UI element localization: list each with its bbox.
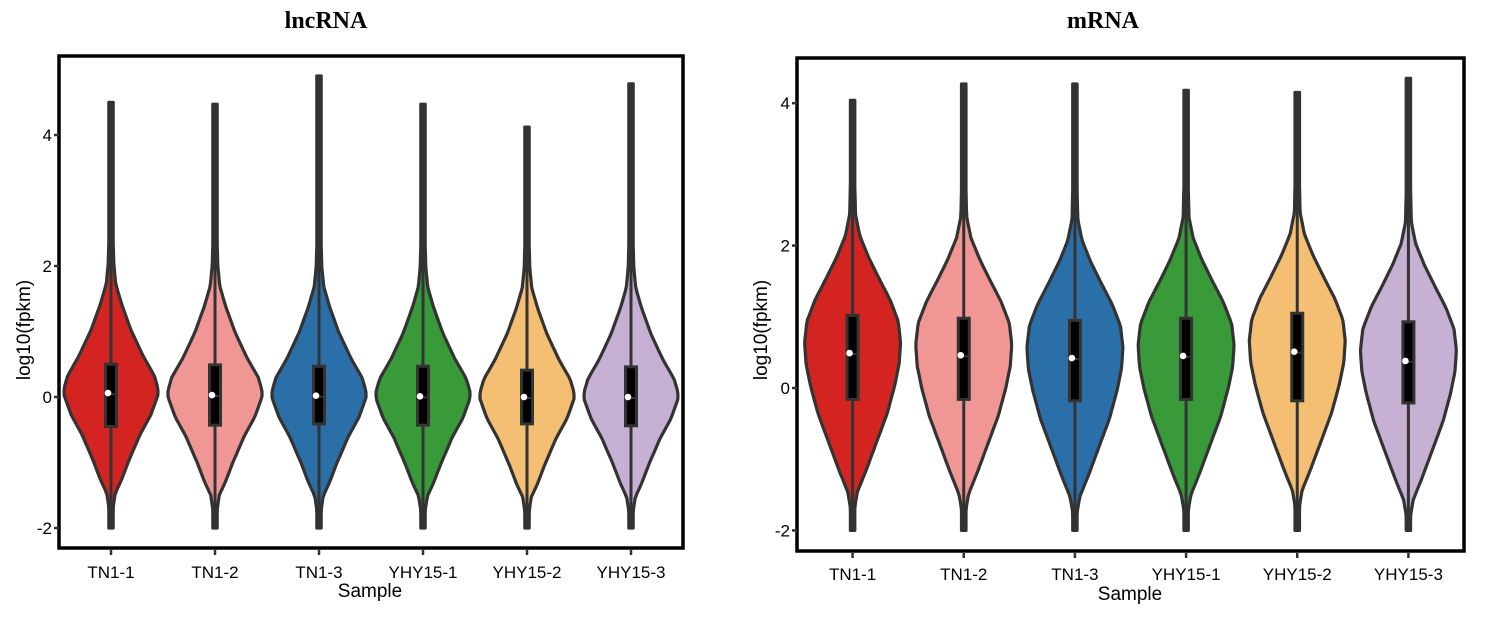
mrna-x-tick-label: TN1-2 <box>940 565 987 584</box>
violin-iqr-box <box>956 316 971 401</box>
lncrna-y-tick-label: -2 <box>37 519 52 538</box>
violin-tn1-1 <box>803 98 903 532</box>
mrna-y-axis-label: log10(fpkm) <box>751 280 772 380</box>
lncrna-plot-border <box>57 54 685 550</box>
violin-tn1-3 <box>1025 82 1125 532</box>
violin-mean-dot <box>1290 348 1298 355</box>
mrna-y-tick-label: -2 <box>775 521 790 540</box>
lncrna-y-tick-label: 2 <box>43 257 52 276</box>
lncrna-x-tick-label: YHY15-2 <box>493 563 562 582</box>
lncrna-y-axis-label: log10(fpkm) <box>14 280 35 380</box>
violin-mean-dot <box>1402 357 1409 365</box>
lncrna-x-tick-label: TN1-3 <box>295 563 342 582</box>
mrna-y-tick-label: 0 <box>781 379 790 398</box>
violin-iqr-box <box>1179 316 1194 401</box>
violin-tn1-2 <box>914 82 1014 532</box>
violin-yhy15-3 <box>1358 76 1458 532</box>
mrna-x-tick-label: TN1-1 <box>829 565 876 584</box>
violin-mean-dot <box>624 393 632 401</box>
violin-mean-dot <box>520 393 528 401</box>
violin-tn1-1 <box>62 100 160 530</box>
violin-mean-dot <box>104 389 112 397</box>
lncrna-x-ticks: TN1-1 TN1-2 TN1-3 YHY15-1 YHY15-2 YHY15-3 <box>87 550 665 582</box>
lncrna-violins <box>62 74 680 530</box>
violin-mean-dot <box>208 391 216 399</box>
violin-tn1-2 <box>166 102 264 530</box>
mrna-title: mRNA <box>1067 8 1140 34</box>
violin-yhy15-2 <box>478 125 576 530</box>
lncrna-x-axis-label: Sample <box>338 581 402 602</box>
mrna-x-tick-label: YHY15-2 <box>1263 565 1332 584</box>
violin-iqr-box <box>1067 318 1082 403</box>
violin-mean-dot <box>957 351 965 359</box>
mrna-y-ticks: -2 0 2 4 <box>775 94 797 540</box>
mrna-violins <box>803 76 1458 532</box>
violin-yhy15-3 <box>582 82 680 530</box>
violin-yhy15-1 <box>1136 88 1236 532</box>
lncrna-panel: lncRNA -2 0 2 4 TN1-1 TN1-2 TN1-3 YHY15-1 YHY15… <box>14 8 685 602</box>
violin-yhy15-2 <box>1247 90 1347 532</box>
lncrna-y-tick-label: 0 <box>43 388 52 407</box>
violin-mean-dot <box>1179 352 1187 360</box>
mrna-x-tick-label: YHY15-3 <box>1374 565 1443 584</box>
violin-mean-dot <box>846 349 853 357</box>
violin-mean-dot <box>1068 354 1076 362</box>
lncrna-x-tick-label: TN1-2 <box>191 563 238 582</box>
lncrna-y-ticks: -2 0 2 4 <box>37 126 59 538</box>
violin-iqr-box <box>1290 311 1305 403</box>
lncrna-x-tick-label: YHY15-3 <box>597 563 666 582</box>
mrna-y-tick-label: 2 <box>781 237 790 256</box>
lncrna-y-tick-label: 4 <box>43 126 52 145</box>
violin-iqr-box <box>104 362 118 428</box>
mrna-panel: mRNA -2 0 2 4 TN1-1 TN1-2 TN1-3 YHY15-1 YHY15-2… <box>751 8 1466 605</box>
lncrna-x-tick-label: TN1-1 <box>87 563 134 582</box>
violin-yhy15-1 <box>374 102 472 530</box>
lncrna-x-tick-label: YHY15-1 <box>389 563 458 582</box>
violin-mean-dot <box>416 393 424 400</box>
violin-iqr-box <box>845 313 860 401</box>
mrna-x-tick-label: TN1-3 <box>1051 565 1098 584</box>
mrna-plot-border <box>795 56 1466 553</box>
mrna-y-tick-label: 4 <box>781 94 790 113</box>
violin-mean-dot <box>312 392 320 399</box>
lncrna-title: lncRNA <box>285 8 368 34</box>
mrna-x-tick-label: YHY15-1 <box>1152 565 1221 584</box>
mrna-x-ticks: TN1-1 TN1-2 TN1-3 YHY15-1 YHY15-2 YHY15-3 <box>829 553 1443 584</box>
mrna-x-axis-label: Sample <box>1098 584 1162 605</box>
violin-tn1-3 <box>270 74 368 530</box>
